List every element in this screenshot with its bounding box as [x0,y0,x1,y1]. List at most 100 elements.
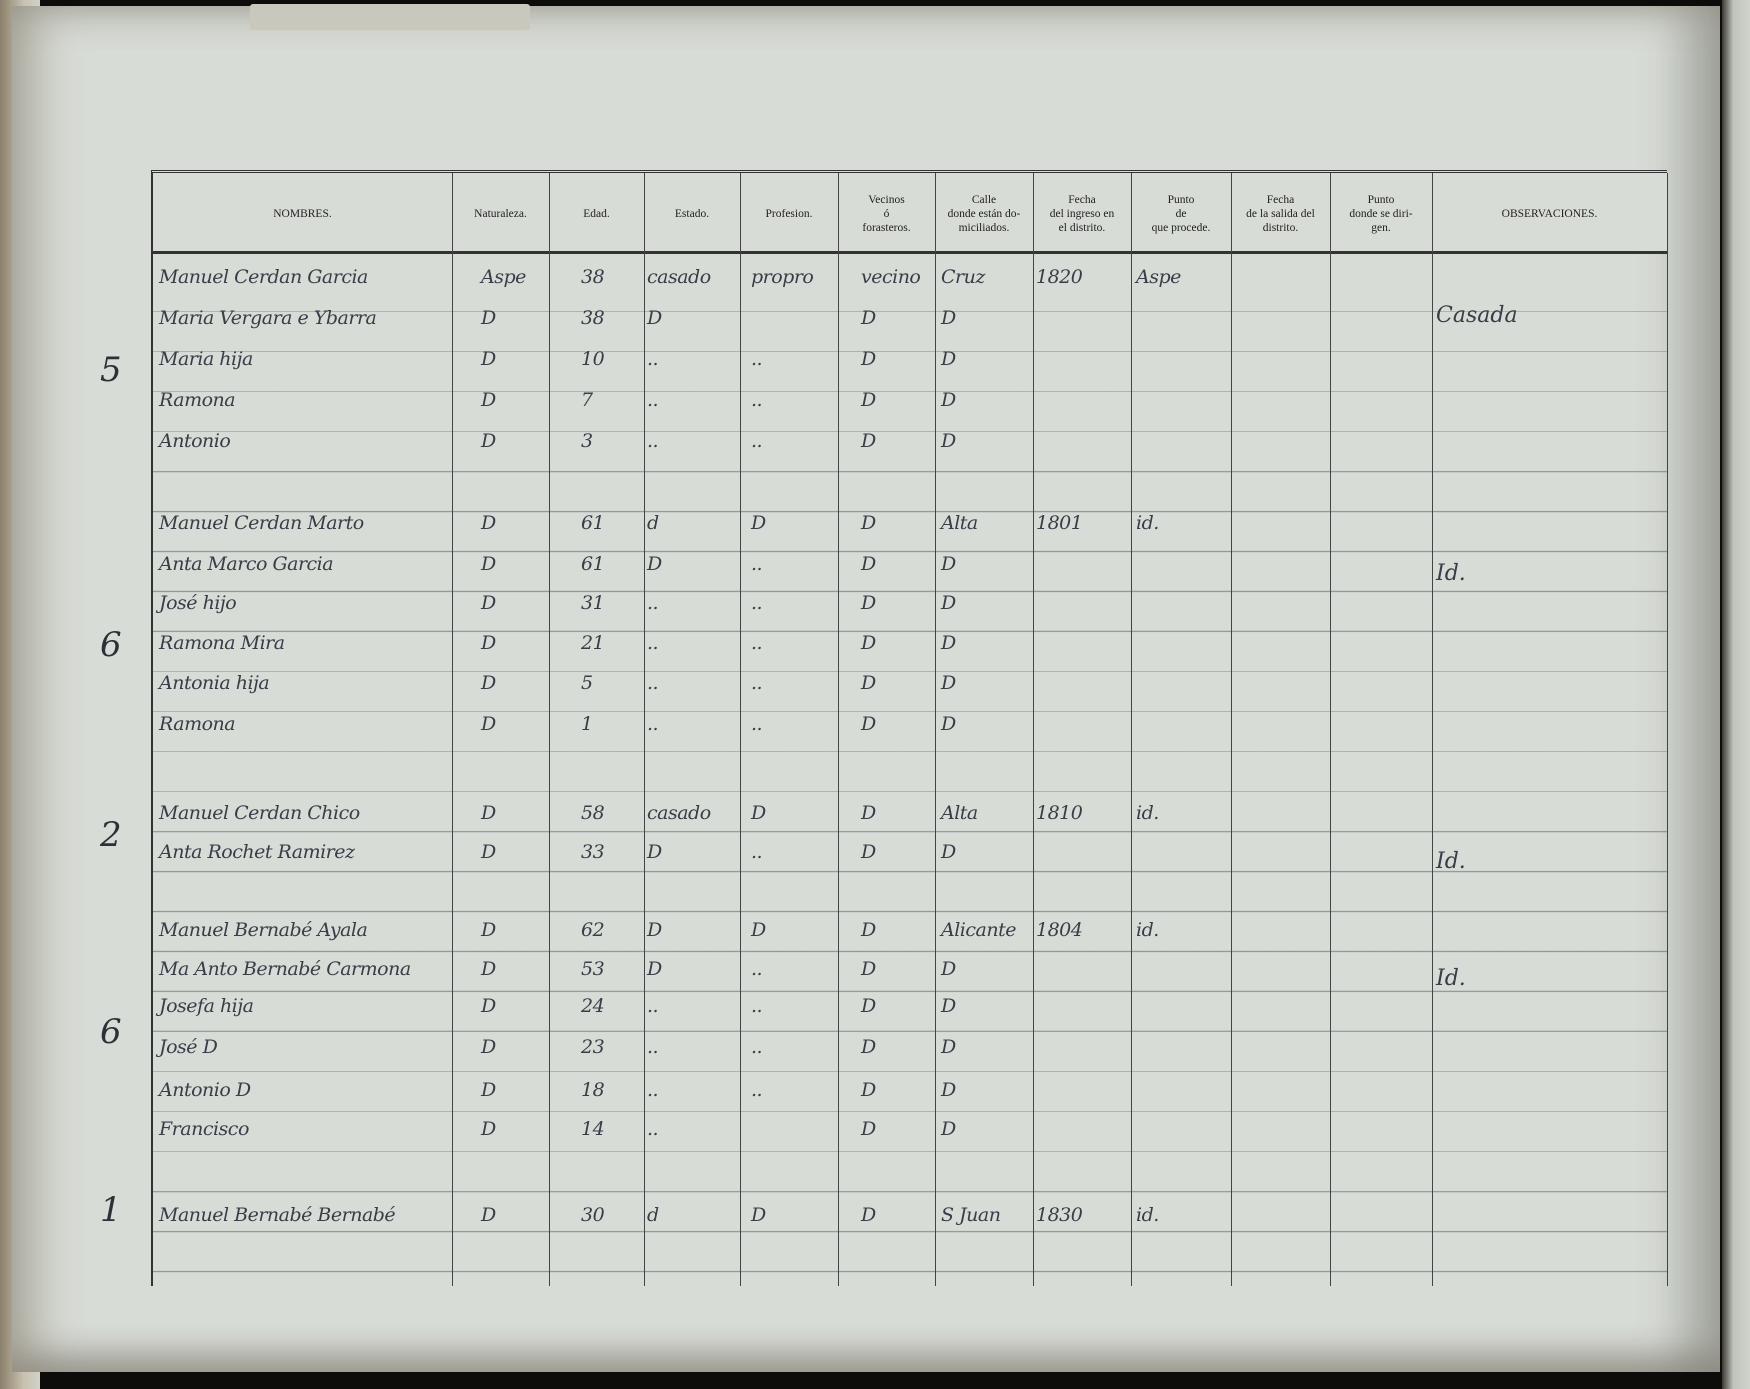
column-rule [452,173,453,1286]
cell-edad: 38 [581,307,605,329]
cell-estado: D [647,958,662,980]
cell-edad: 7 [581,389,593,411]
header-punto-dirigen: Punto donde se diri- gen. [1349,194,1413,234]
cell-punto: id. [1136,1204,1159,1226]
cell-calle: D [941,841,956,863]
cell-calle: Alicante [941,919,1016,941]
cell-naturaleza: D [481,713,496,735]
cell-naturaleza: D [481,389,496,411]
header-punto-procede: Punto de que procede. [1151,194,1211,234]
cell-edad: 33 [581,841,605,863]
cell-profesion: .. [751,592,763,614]
cell-edad: 53 [581,958,605,980]
cell-naturaleza: D [481,1204,496,1226]
cell-vecinos: D [861,1079,876,1101]
cell-naturaleza: Aspe [481,266,526,288]
cell-edad: 38 [581,266,605,288]
cell-profesion: .. [751,958,763,980]
cell-fecha-ingreso: 1804 [1036,919,1083,941]
cell-estado: .. [647,672,659,694]
cell-edad: 18 [581,1079,605,1101]
cell-observaciones: Id. [1436,561,1466,586]
header-estado: Estado. [674,208,710,220]
cell-calle: D [941,713,956,735]
cell-nombre: Antonio D [159,1079,251,1101]
cell-punto: id. [1136,512,1159,534]
cell-vecinos: D [861,841,876,863]
cell-calle: S Juan [941,1204,1001,1226]
cell-calle: Cruz [941,266,985,288]
cell-vecinos: D [861,592,876,614]
cell-nombre: Manuel Cerdan Marto [159,512,364,534]
household-count: 6 [100,625,122,665]
cell-vecinos: D [861,1036,876,1058]
cell-nombre: Anta Marco Garcia [159,553,334,575]
cell-nombre: Maria hija [159,348,253,370]
column-rule [740,173,741,1286]
cell-profesion: .. [751,841,763,863]
cell-estado: d [647,1204,659,1226]
cell-edad: 62 [581,919,605,941]
cell-calle: Alta [941,802,978,824]
cell-profesion: .. [751,348,763,370]
cell-naturaleza: D [481,512,496,534]
cell-estado: .. [647,995,659,1017]
cell-estado: .. [647,348,659,370]
header-edad: Edad. [583,208,610,220]
cell-naturaleza: D [481,1036,496,1058]
cell-estado: .. [647,632,659,654]
cell-edad: 5 [581,672,593,694]
cell-naturaleza: D [481,1079,496,1101]
cell-estado: D [647,307,662,329]
cell-nombre: Josefa hija [159,995,254,1017]
column-rule [1667,173,1668,1286]
cell-calle: D [941,1079,956,1101]
cell-calle: D [941,1118,956,1140]
household-count: 2 [100,815,122,855]
column-rule [549,173,550,1286]
column-rule [935,173,936,1286]
cell-punto: Aspe [1136,266,1181,288]
cell-profesion: D [751,919,766,941]
cell-calle: D [941,307,956,329]
cell-edad: 30 [581,1204,605,1226]
facing-page-edge [1722,0,1750,1389]
cell-observaciones: Id. [1436,849,1466,874]
cell-profesion: .. [751,1036,763,1058]
cell-vecinos: D [861,1118,876,1140]
cell-edad: 1 [581,713,593,735]
cell-naturaleza: D [481,919,496,941]
column-rule [1231,173,1232,1286]
cell-profesion: .. [751,430,763,452]
cell-profesion: D [751,1204,766,1226]
cell-nombre: Antonia hija [159,672,270,694]
cell-naturaleza: D [481,592,496,614]
cell-calle: D [941,348,956,370]
cell-nombre: Ma Anto Bernabé Carmona [159,958,411,980]
cell-estado: casado [647,266,711,288]
cell-profesion: .. [751,672,763,694]
cell-observaciones: Casada [1436,303,1518,328]
cell-naturaleza: D [481,307,496,329]
cell-edad: 10 [581,348,605,370]
cell-estado: .. [647,592,659,614]
cell-fecha-ingreso: 1810 [1036,802,1083,824]
cell-punto: id. [1136,919,1159,941]
household-count: 1 [100,1190,122,1230]
header-naturaleza: Naturaleza. [474,208,527,220]
cell-vecinos: D [861,348,876,370]
cell-naturaleza: D [481,841,496,863]
cell-naturaleza: D [481,1118,496,1140]
cell-edad: 61 [581,512,605,534]
cell-naturaleza: D [481,672,496,694]
cell-nombre: Manuel Bernabé Ayala [159,919,368,941]
cell-edad: 58 [581,802,605,824]
cell-naturaleza: D [481,430,496,452]
column-rule [1131,173,1132,1286]
cell-nombre: Manuel Cerdan Garcia [159,266,368,288]
cell-vecinos: D [861,672,876,694]
cell-nombre: Anta Rochet Ramirez [159,841,355,863]
header-vecinos: Vecinos ó forasteros. [862,194,911,234]
cell-vecinos: D [861,512,876,534]
cell-profesion: .. [751,632,763,654]
